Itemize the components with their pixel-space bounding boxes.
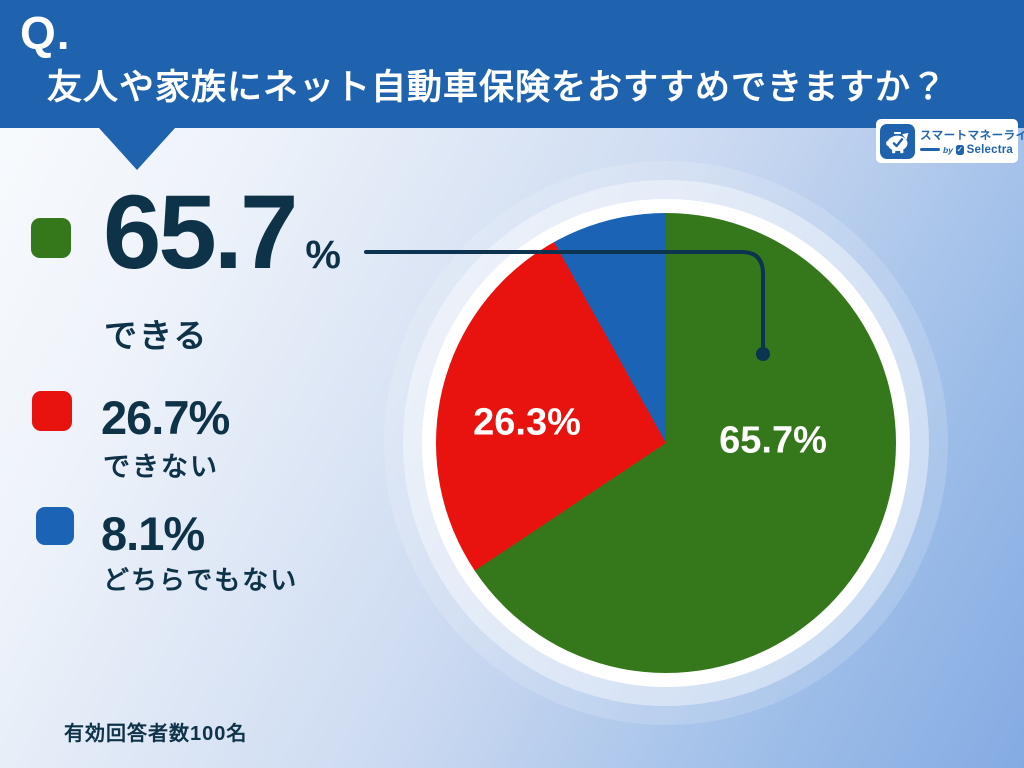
brand-name: スマートマネーライフ bbox=[920, 129, 1024, 142]
byline-dash bbox=[920, 148, 941, 151]
byline-by: by bbox=[943, 144, 953, 155]
slice-label-cannot: 26.3% bbox=[473, 401, 581, 444]
legend-value-can-unit: % bbox=[305, 233, 341, 277]
legend-value-neither: 8.1% bbox=[101, 507, 205, 560]
legend-swatch-can bbox=[31, 218, 71, 258]
legend-label-can: できる bbox=[104, 317, 209, 354]
legend-value-can-number: 65.7 bbox=[103, 174, 298, 291]
legend-label-neither: どちらでもない bbox=[103, 565, 299, 595]
piggy-bank-icon bbox=[880, 123, 915, 159]
question-header: Q. 友人や家族にネット自動車保険をおすすめできますか？ bbox=[0, 0, 1024, 128]
legend-swatch-neither bbox=[36, 507, 74, 545]
selectra-check-icon: ✓ bbox=[955, 144, 964, 155]
brand-byline: by ✓ Selectra bbox=[920, 144, 1013, 156]
brand-text: スマートマネーライフ by ✓ Selectra bbox=[920, 127, 1024, 156]
legend-label-cannot: できない bbox=[103, 452, 219, 482]
slice-label-can: 65.7% bbox=[719, 419, 827, 462]
q-mark: Q. bbox=[20, 7, 71, 59]
selectra-name: Selectra bbox=[966, 143, 1013, 156]
footnote-respondents: 有効回答者数100名 bbox=[64, 723, 248, 745]
pie-chart: 65.7% 26.3% bbox=[436, 213, 896, 673]
header-pointer-triangle bbox=[99, 128, 175, 170]
question-title: 友人や家族にネット自動車保険をおすすめできますか？ bbox=[47, 68, 948, 107]
legend-swatch-cannot bbox=[32, 391, 72, 431]
legend-value-cannot: 26.7% bbox=[101, 391, 230, 444]
brand-logo: スマートマネーライフ by ✓ Selectra bbox=[876, 119, 1024, 163]
legend-value-can: 65.7 % bbox=[103, 180, 341, 285]
